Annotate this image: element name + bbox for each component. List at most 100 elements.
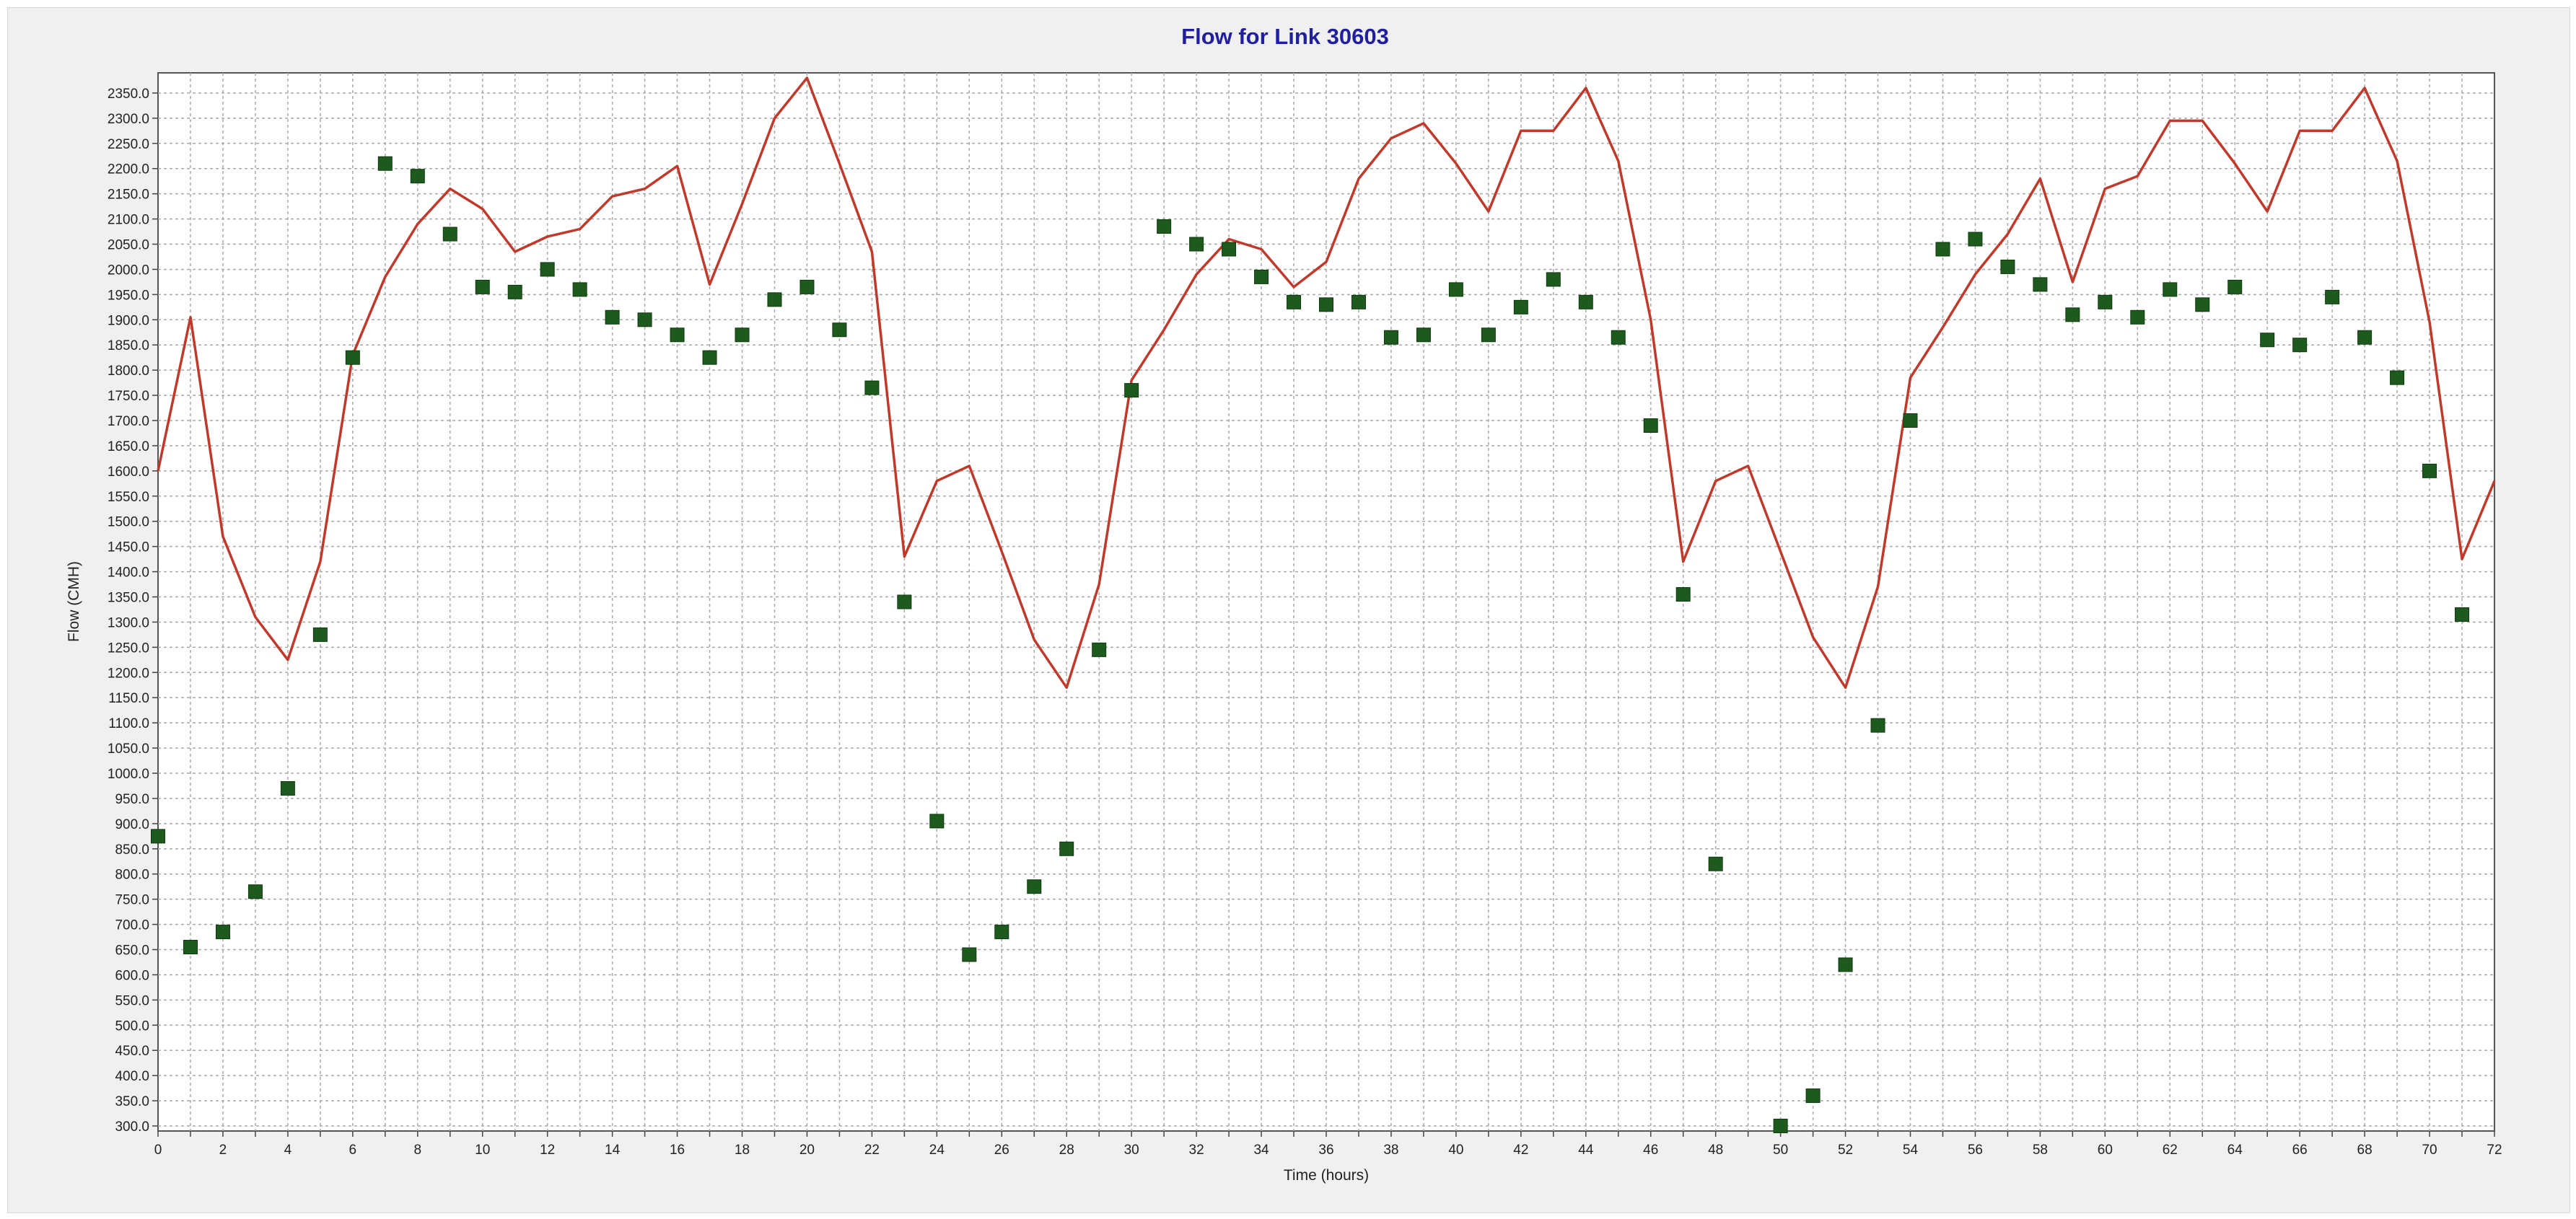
y-tick-label: 450.0 [115, 1044, 149, 1059]
scatter-point [151, 829, 165, 844]
scatter-point [1838, 957, 1853, 972]
x-tick-label: 10 [475, 1143, 490, 1158]
scatter-point [1189, 237, 1204, 252]
y-tick-label: 1950.0 [108, 288, 149, 303]
x-tick-label: 8 [413, 1143, 421, 1158]
y-tick-label: 1400.0 [108, 566, 149, 581]
x-tick-label: 72 [2487, 1143, 2502, 1158]
x-tick-label: 64 [2227, 1143, 2243, 1158]
scatter-point [1027, 879, 1042, 894]
scatter-point [799, 279, 815, 294]
scatter-point [1124, 383, 1139, 398]
scatter-point [2390, 370, 2405, 385]
y-tick-label: 1900.0 [108, 313, 149, 328]
scatter-point [1546, 272, 1561, 287]
scatter-point [1870, 718, 1885, 733]
scatter-point [767, 292, 782, 307]
scatter-point [410, 169, 425, 184]
scatter-point [1383, 330, 1398, 345]
scatter-point [1254, 269, 1269, 284]
y-tick-label: 1600.0 [108, 465, 149, 480]
scatter-point [1578, 294, 1593, 309]
scatter-point [1805, 1088, 1821, 1104]
y-tick-label: 1350.0 [108, 591, 149, 606]
y-tick-label: 850.0 [115, 842, 149, 858]
scatter-point [2033, 277, 2048, 292]
y-tick-label: 650.0 [115, 943, 149, 959]
y-tick-label: 2100.0 [108, 213, 149, 228]
scatter-point [832, 322, 847, 338]
x-tick-label: 46 [1643, 1143, 1658, 1158]
scatter-point [2455, 607, 2470, 622]
x-tick-label: 22 [864, 1143, 880, 1158]
x-tick-label: 54 [1903, 1143, 1919, 1158]
x-tick-label: 14 [605, 1143, 621, 1158]
y-tick-label: 1450.0 [108, 540, 149, 555]
scatter-point [1903, 413, 1918, 428]
x-tick-label: 16 [670, 1143, 685, 1158]
scatter-point [1935, 242, 1950, 257]
scatter-point [2260, 333, 2275, 348]
x-tick-label: 70 [2422, 1143, 2437, 1158]
x-tick-label: 48 [1708, 1143, 1723, 1158]
scatter-point [1708, 856, 1723, 871]
scatter-point [1513, 299, 1528, 314]
y-tick-label: 350.0 [115, 1094, 149, 1109]
data-series [151, 76, 2496, 1134]
x-tick-label: 12 [540, 1143, 555, 1158]
y-tick-label: 1850.0 [108, 338, 149, 353]
scatter-point [2130, 309, 2145, 325]
scatter-point [312, 627, 328, 642]
scatter-point [1675, 587, 1691, 602]
y-tick-label: 2200.0 [108, 162, 149, 177]
scatter-point [2065, 307, 2080, 322]
x-tick-label: 36 [1318, 1143, 1333, 1158]
scatter-point [2357, 330, 2373, 345]
scatter-point [2292, 338, 2308, 353]
x-tick-label: 26 [994, 1143, 1009, 1158]
scatter-point [2422, 463, 2437, 478]
x-tick-label: 60 [2098, 1143, 2113, 1158]
scatter-point [1773, 1119, 1788, 1134]
y-tick-label: 950.0 [115, 792, 149, 807]
scatter-point [670, 327, 685, 343]
y-tick-label: 1000.0 [108, 767, 149, 782]
scatter-point [2227, 279, 2243, 294]
scatter-point [247, 884, 263, 899]
x-tick-label: 38 [1383, 1143, 1398, 1158]
scatter-point [1059, 841, 1074, 856]
x-tick-label: 2 [219, 1143, 227, 1158]
x-axis-title: Time (hours) [1284, 1167, 1369, 1184]
scatter-point [1287, 294, 1302, 309]
y-tick-label: 1200.0 [108, 666, 149, 681]
scatter-point [2163, 282, 2178, 297]
y-tick-label: 300.0 [115, 1119, 149, 1135]
scatter-point [1351, 294, 1366, 309]
x-tick-label: 44 [1578, 1143, 1594, 1158]
x-tick-label: 24 [929, 1143, 945, 1158]
scatter-point [735, 327, 750, 343]
scatter-point [540, 262, 555, 277]
y-tick-label: 1300.0 [108, 615, 149, 630]
flow-chart: Flow for Link 30603 0 2 4 6 8 10 12 14 16 18 20 22 2… [66, 24, 2502, 1184]
y-tick-label: 800.0 [115, 868, 149, 883]
scatter-point [1448, 282, 1463, 297]
x-tick-label: 42 [1513, 1143, 1528, 1158]
x-tick-label: 0 [154, 1143, 162, 1158]
scatter-point [929, 814, 945, 829]
y-tick-label: 500.0 [115, 1018, 149, 1034]
scatter-point [1416, 327, 1431, 343]
y-tick-label: 1650.0 [108, 439, 149, 454]
scatter-point [345, 350, 360, 365]
y-tick-label: 2150.0 [108, 188, 149, 203]
scatter-point [1319, 297, 1333, 312]
scatter-point [605, 309, 620, 325]
x-tick-label: 62 [2163, 1143, 2178, 1158]
y-tick-label: 1500.0 [108, 515, 149, 530]
y-tick-label: 1250.0 [108, 641, 149, 656]
scatter-point [962, 947, 977, 962]
y-tick-label: 900.0 [115, 817, 149, 832]
y-tick-label: 700.0 [115, 918, 149, 933]
x-tick-label: 58 [2033, 1143, 2048, 1158]
x-tick-label: 32 [1189, 1143, 1204, 1158]
